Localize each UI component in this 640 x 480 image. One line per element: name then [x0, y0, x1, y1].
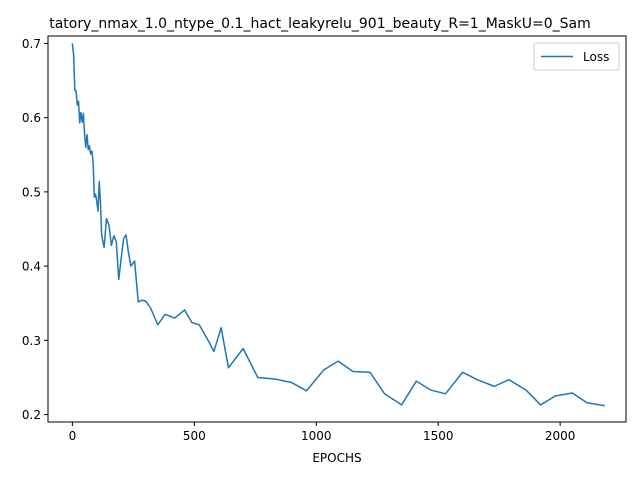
x-tick-label: 0	[69, 429, 77, 443]
y-tick-label: 0.7	[22, 37, 41, 51]
chart-title: tatory_nmax_1.0_ntype_0.1_hact_leakyrelu…	[49, 16, 591, 32]
plot-area-frame	[47, 35, 627, 423]
series-lines	[71, 43, 605, 407]
x-tick-label: 500	[183, 429, 206, 443]
x-tick-label: 1000	[301, 429, 332, 443]
y-tick-label: 0.2	[22, 408, 41, 422]
legend: Loss	[533, 42, 620, 71]
series-line-loss	[71, 43, 605, 407]
legend-box	[533, 42, 620, 71]
y-tick-label: 0.4	[22, 260, 41, 274]
x-tick-label: 2000	[545, 429, 576, 443]
y-tick-label: 0.6	[22, 111, 41, 125]
x-axis: 0 500 1000 1500 2000	[69, 422, 576, 443]
x-axis-label: EPOCHS	[312, 451, 361, 465]
y-tick-label: 0.3	[22, 334, 41, 348]
y-axis: 0.2 0.3 0.4 0.5 0.6 0.7	[22, 37, 48, 422]
x-tick-label: 1500	[423, 429, 454, 443]
y-tick-label: 0.5	[22, 185, 41, 199]
legend-label-loss: Loss	[583, 50, 609, 64]
